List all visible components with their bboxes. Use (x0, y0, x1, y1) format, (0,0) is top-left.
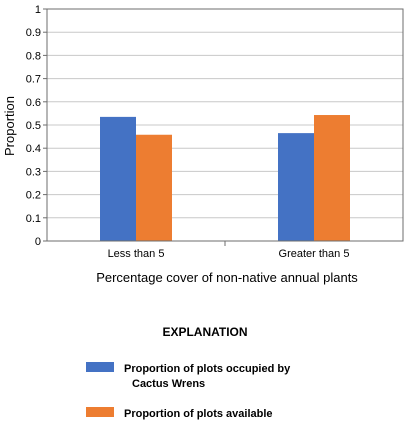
x-axis-ticks: Less than 5 Greater than 5 (108, 241, 350, 260)
bar-available-1 (314, 115, 350, 241)
bars (100, 115, 350, 241)
x-axis-label: Percentage cover of non-native annual pl… (96, 270, 358, 285)
legend-items: Proportion of plots occupied by Cactus Wr… (86, 362, 291, 420)
y-axis-label: Proportion (2, 96, 17, 156)
bar-available-0 (136, 134, 172, 241)
legend-swatch (86, 407, 114, 417)
legend-label: Proportion of plots occupied by (124, 363, 291, 375)
legend-swatch (86, 362, 114, 372)
y-tick-label: 0.7 (26, 74, 41, 86)
y-tick-label: 0.4 (26, 143, 41, 155)
y-tick-label: 0.9 (26, 27, 41, 39)
y-tick-label: 0 (35, 236, 41, 248)
bar-occupied-1 (278, 133, 314, 241)
x-tick-label: Greater than 5 (279, 248, 350, 260)
y-tick-label: 0.1 (26, 213, 41, 225)
legend-label: Proportion of plots available (124, 408, 273, 420)
bar-occupied-0 (100, 116, 136, 241)
y-tick-label: 0.2 (26, 190, 41, 202)
y-tick-label: 0.8 (26, 50, 41, 62)
legend-title: EXPLANATION (162, 325, 247, 339)
legend: EXPLANATION Proportion of plots occupied… (86, 325, 291, 420)
legend-label: Cactus Wrens (132, 378, 205, 390)
y-tick-label: 0.5 (26, 120, 41, 132)
y-tick-label: 0.3 (26, 166, 41, 178)
y-tick-label: 0.6 (26, 97, 41, 109)
y-axis-ticks: 0 0.1 0.2 0.3 0.4 0.5 0.6 0.7 0.8 0.9 1 (26, 4, 47, 248)
y-tick-label: 1 (35, 4, 41, 16)
x-tick-label: Less than 5 (108, 248, 165, 260)
